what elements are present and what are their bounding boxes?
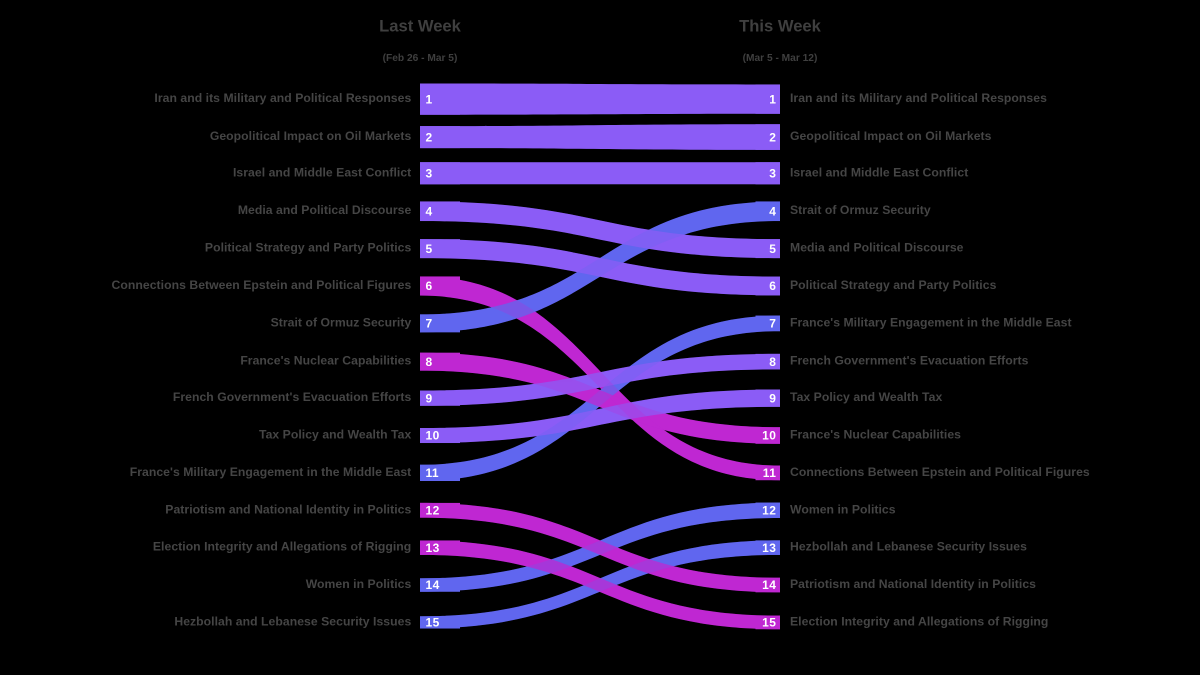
svg-text:Tax Policy and Wealth Tax: Tax Policy and Wealth Tax bbox=[790, 390, 942, 404]
svg-text:Connections Between Epstein an: Connections Between Epstein and Politica… bbox=[112, 278, 412, 292]
svg-text:1: 1 bbox=[426, 92, 433, 106]
svg-text:13: 13 bbox=[426, 541, 440, 555]
svg-text:Iran and its Military and Poli: Iran and its Military and Political Resp… bbox=[790, 91, 1047, 105]
svg-text:11: 11 bbox=[426, 466, 440, 480]
svg-text:(Mar 5 - Mar 12): (Mar 5 - Mar 12) bbox=[743, 53, 818, 64]
svg-text:(Feb 26 - Mar 5): (Feb 26 - Mar 5) bbox=[383, 53, 458, 64]
svg-text:5: 5 bbox=[769, 242, 776, 256]
svg-text:Iran and its Military and Poli: Iran and its Military and Political Resp… bbox=[154, 91, 411, 105]
svg-text:4: 4 bbox=[426, 204, 433, 218]
svg-text:Connections Between Epstein an: Connections Between Epstein and Politica… bbox=[790, 465, 1090, 479]
svg-text:5: 5 bbox=[426, 242, 433, 256]
svg-text:Media and Political Discourse: Media and Political Discourse bbox=[238, 203, 412, 217]
svg-text:French Government's Evacuation: French Government's Evacuation Efforts bbox=[790, 354, 1029, 368]
svg-text:10: 10 bbox=[762, 429, 776, 443]
svg-text:Israel and Middle East Conflic: Israel and Middle East Conflict bbox=[233, 165, 411, 179]
svg-text:6: 6 bbox=[769, 279, 776, 293]
svg-text:9: 9 bbox=[769, 391, 776, 405]
svg-text:France's Military Engagement i: France's Military Engagement in the Midd… bbox=[130, 465, 412, 479]
svg-text:13: 13 bbox=[762, 541, 776, 555]
svg-text:Women in Politics: Women in Politics bbox=[790, 502, 896, 516]
svg-text:France's Military Engagement i: France's Military Engagement in the Midd… bbox=[790, 315, 1072, 329]
svg-text:Media and Political Discourse: Media and Political Discourse bbox=[790, 241, 964, 255]
svg-text:7: 7 bbox=[769, 317, 776, 331]
svg-text:8: 8 bbox=[769, 355, 776, 369]
svg-text:Political Strategy and Party P: Political Strategy and Party Politics bbox=[205, 241, 412, 255]
svg-text:Hezbollah and Lebanese Securit: Hezbollah and Lebanese Security Issues bbox=[790, 540, 1027, 554]
svg-text:Women in Politics: Women in Politics bbox=[306, 577, 412, 591]
svg-text:8: 8 bbox=[426, 355, 433, 369]
svg-text:15: 15 bbox=[426, 616, 440, 630]
svg-text:2: 2 bbox=[769, 130, 776, 144]
svg-text:Last Week: Last Week bbox=[379, 17, 462, 36]
svg-text:Geopolitical Impact on Oil Mar: Geopolitical Impact on Oil Markets bbox=[210, 129, 412, 143]
svg-text:Israel and Middle East Conflic: Israel and Middle East Conflict bbox=[790, 165, 968, 179]
svg-text:2: 2 bbox=[426, 130, 433, 144]
svg-text:French Government's Evacuation: French Government's Evacuation Efforts bbox=[173, 390, 412, 404]
svg-text:This Week: This Week bbox=[739, 17, 822, 36]
svg-text:7: 7 bbox=[426, 317, 433, 331]
svg-text:10: 10 bbox=[426, 429, 440, 443]
svg-text:15: 15 bbox=[762, 616, 776, 630]
svg-text:Hezbollah and Lebanese Securit: Hezbollah and Lebanese Security Issues bbox=[174, 614, 411, 628]
svg-text:3: 3 bbox=[426, 166, 433, 180]
svg-text:Strait of Ormuz Security: Strait of Ormuz Security bbox=[790, 203, 931, 217]
svg-text:Election Integrity and Allegat: Election Integrity and Allegations of Ri… bbox=[790, 614, 1048, 628]
svg-text:11: 11 bbox=[763, 466, 777, 480]
svg-text:4: 4 bbox=[769, 204, 776, 218]
svg-text:3: 3 bbox=[769, 166, 776, 180]
svg-text:Political Strategy and Party P: Political Strategy and Party Politics bbox=[790, 278, 997, 292]
svg-text:14: 14 bbox=[762, 578, 776, 592]
svg-text:Patriotism and National Identi: Patriotism and National Identity in Poli… bbox=[165, 502, 411, 516]
svg-text:12: 12 bbox=[762, 503, 776, 517]
svg-text:6: 6 bbox=[426, 279, 433, 293]
svg-text:1: 1 bbox=[769, 92, 776, 106]
svg-text:Strait of Ormuz Security: Strait of Ormuz Security bbox=[271, 315, 412, 329]
svg-text:14: 14 bbox=[426, 578, 440, 592]
svg-text:Geopolitical Impact on Oil Mar: Geopolitical Impact on Oil Markets bbox=[790, 129, 992, 143]
svg-text:12: 12 bbox=[426, 503, 440, 517]
svg-text:France's Nuclear Capabilities: France's Nuclear Capabilities bbox=[240, 354, 411, 368]
svg-text:Election Integrity and Allegat: Election Integrity and Allegations of Ri… bbox=[153, 540, 411, 554]
svg-text:Tax Policy and Wealth Tax: Tax Policy and Wealth Tax bbox=[259, 428, 411, 442]
svg-text:9: 9 bbox=[426, 391, 433, 405]
svg-text:France's Nuclear Capabilities: France's Nuclear Capabilities bbox=[790, 428, 961, 442]
svg-text:Patriotism and National Identi: Patriotism and National Identity in Poli… bbox=[790, 577, 1036, 591]
